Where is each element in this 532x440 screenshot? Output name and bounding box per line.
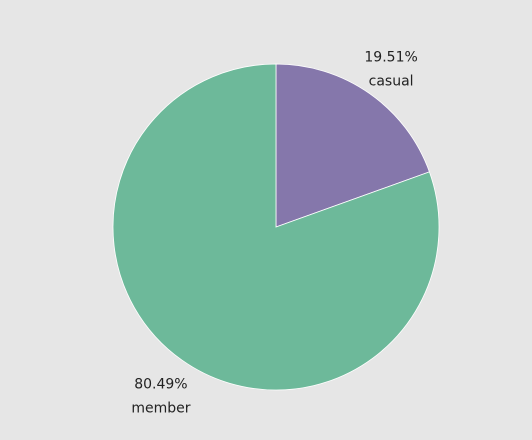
pie-category-label-member: member bbox=[131, 401, 190, 417]
pie-labels: 19.51% casual 80.49% member bbox=[131, 49, 417, 416]
pie-slice-casual bbox=[275, 63, 430, 228]
pie-percent-label-member: 80.49% bbox=[134, 377, 187, 393]
pie-category-label-casual: casual bbox=[369, 73, 414, 89]
pie-slice-member bbox=[112, 63, 440, 391]
pie-percent-label-casual: 19.51% bbox=[364, 49, 417, 65]
pie-slices bbox=[112, 63, 440, 391]
